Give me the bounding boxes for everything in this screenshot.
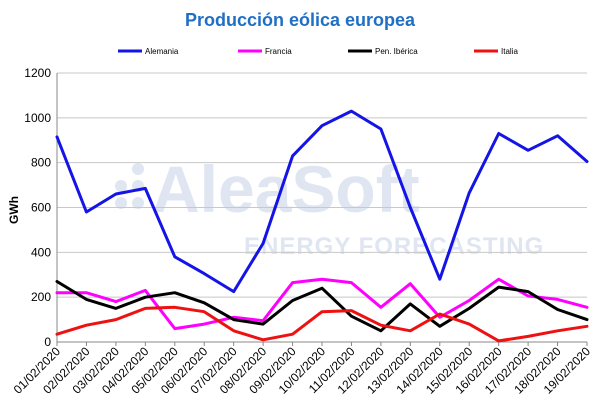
legend-label: Alemania <box>145 47 179 56</box>
watermark-brand: AleaSoft <box>152 152 420 226</box>
gridlines <box>57 72 587 298</box>
series-line-pen-ib-rica <box>55 280 589 333</box>
legend-item: Italia <box>474 47 518 56</box>
series-lines <box>55 109 589 343</box>
y-axis-ticks: 0 200 400 600 800 1000 1200 <box>24 66 51 349</box>
legend-item: Pen. Ibérica <box>348 47 418 56</box>
chart-title: Producción eólica europea <box>185 10 416 30</box>
legend-item: Francia <box>238 47 292 56</box>
series-line-italia <box>55 305 589 343</box>
y-tick-label: 200 <box>31 290 51 304</box>
y-tick-label: 400 <box>31 245 51 259</box>
aleasoft-watermark: AleaSoft ENERGY FORECASTING <box>115 152 544 260</box>
series-line-alemania <box>55 109 589 294</box>
y-axis-title: GWh <box>7 196 21 224</box>
watermark-tagline: ENERGY FORECASTING <box>244 233 544 260</box>
legend-label: Pen. Ibérica <box>375 47 418 56</box>
y-tick-label: 1200 <box>24 66 51 80</box>
y-tick-label: 0 <box>44 335 51 349</box>
legend-label: Italia <box>501 47 518 56</box>
legend: Alemania Francia Pen. Ibérica Italia <box>118 47 518 56</box>
y-tick-label: 600 <box>31 201 51 215</box>
legend-label: Francia <box>265 47 292 56</box>
watermark-dots-icon <box>115 163 144 209</box>
series-line-francia <box>55 277 589 331</box>
legend-item: Alemania <box>118 47 179 56</box>
y-tick-label: 1000 <box>24 111 51 125</box>
y-tick-label: 800 <box>31 156 51 170</box>
x-axis-ticks: 01/02/202002/02/202003/02/202004/02/2020… <box>11 344 594 397</box>
